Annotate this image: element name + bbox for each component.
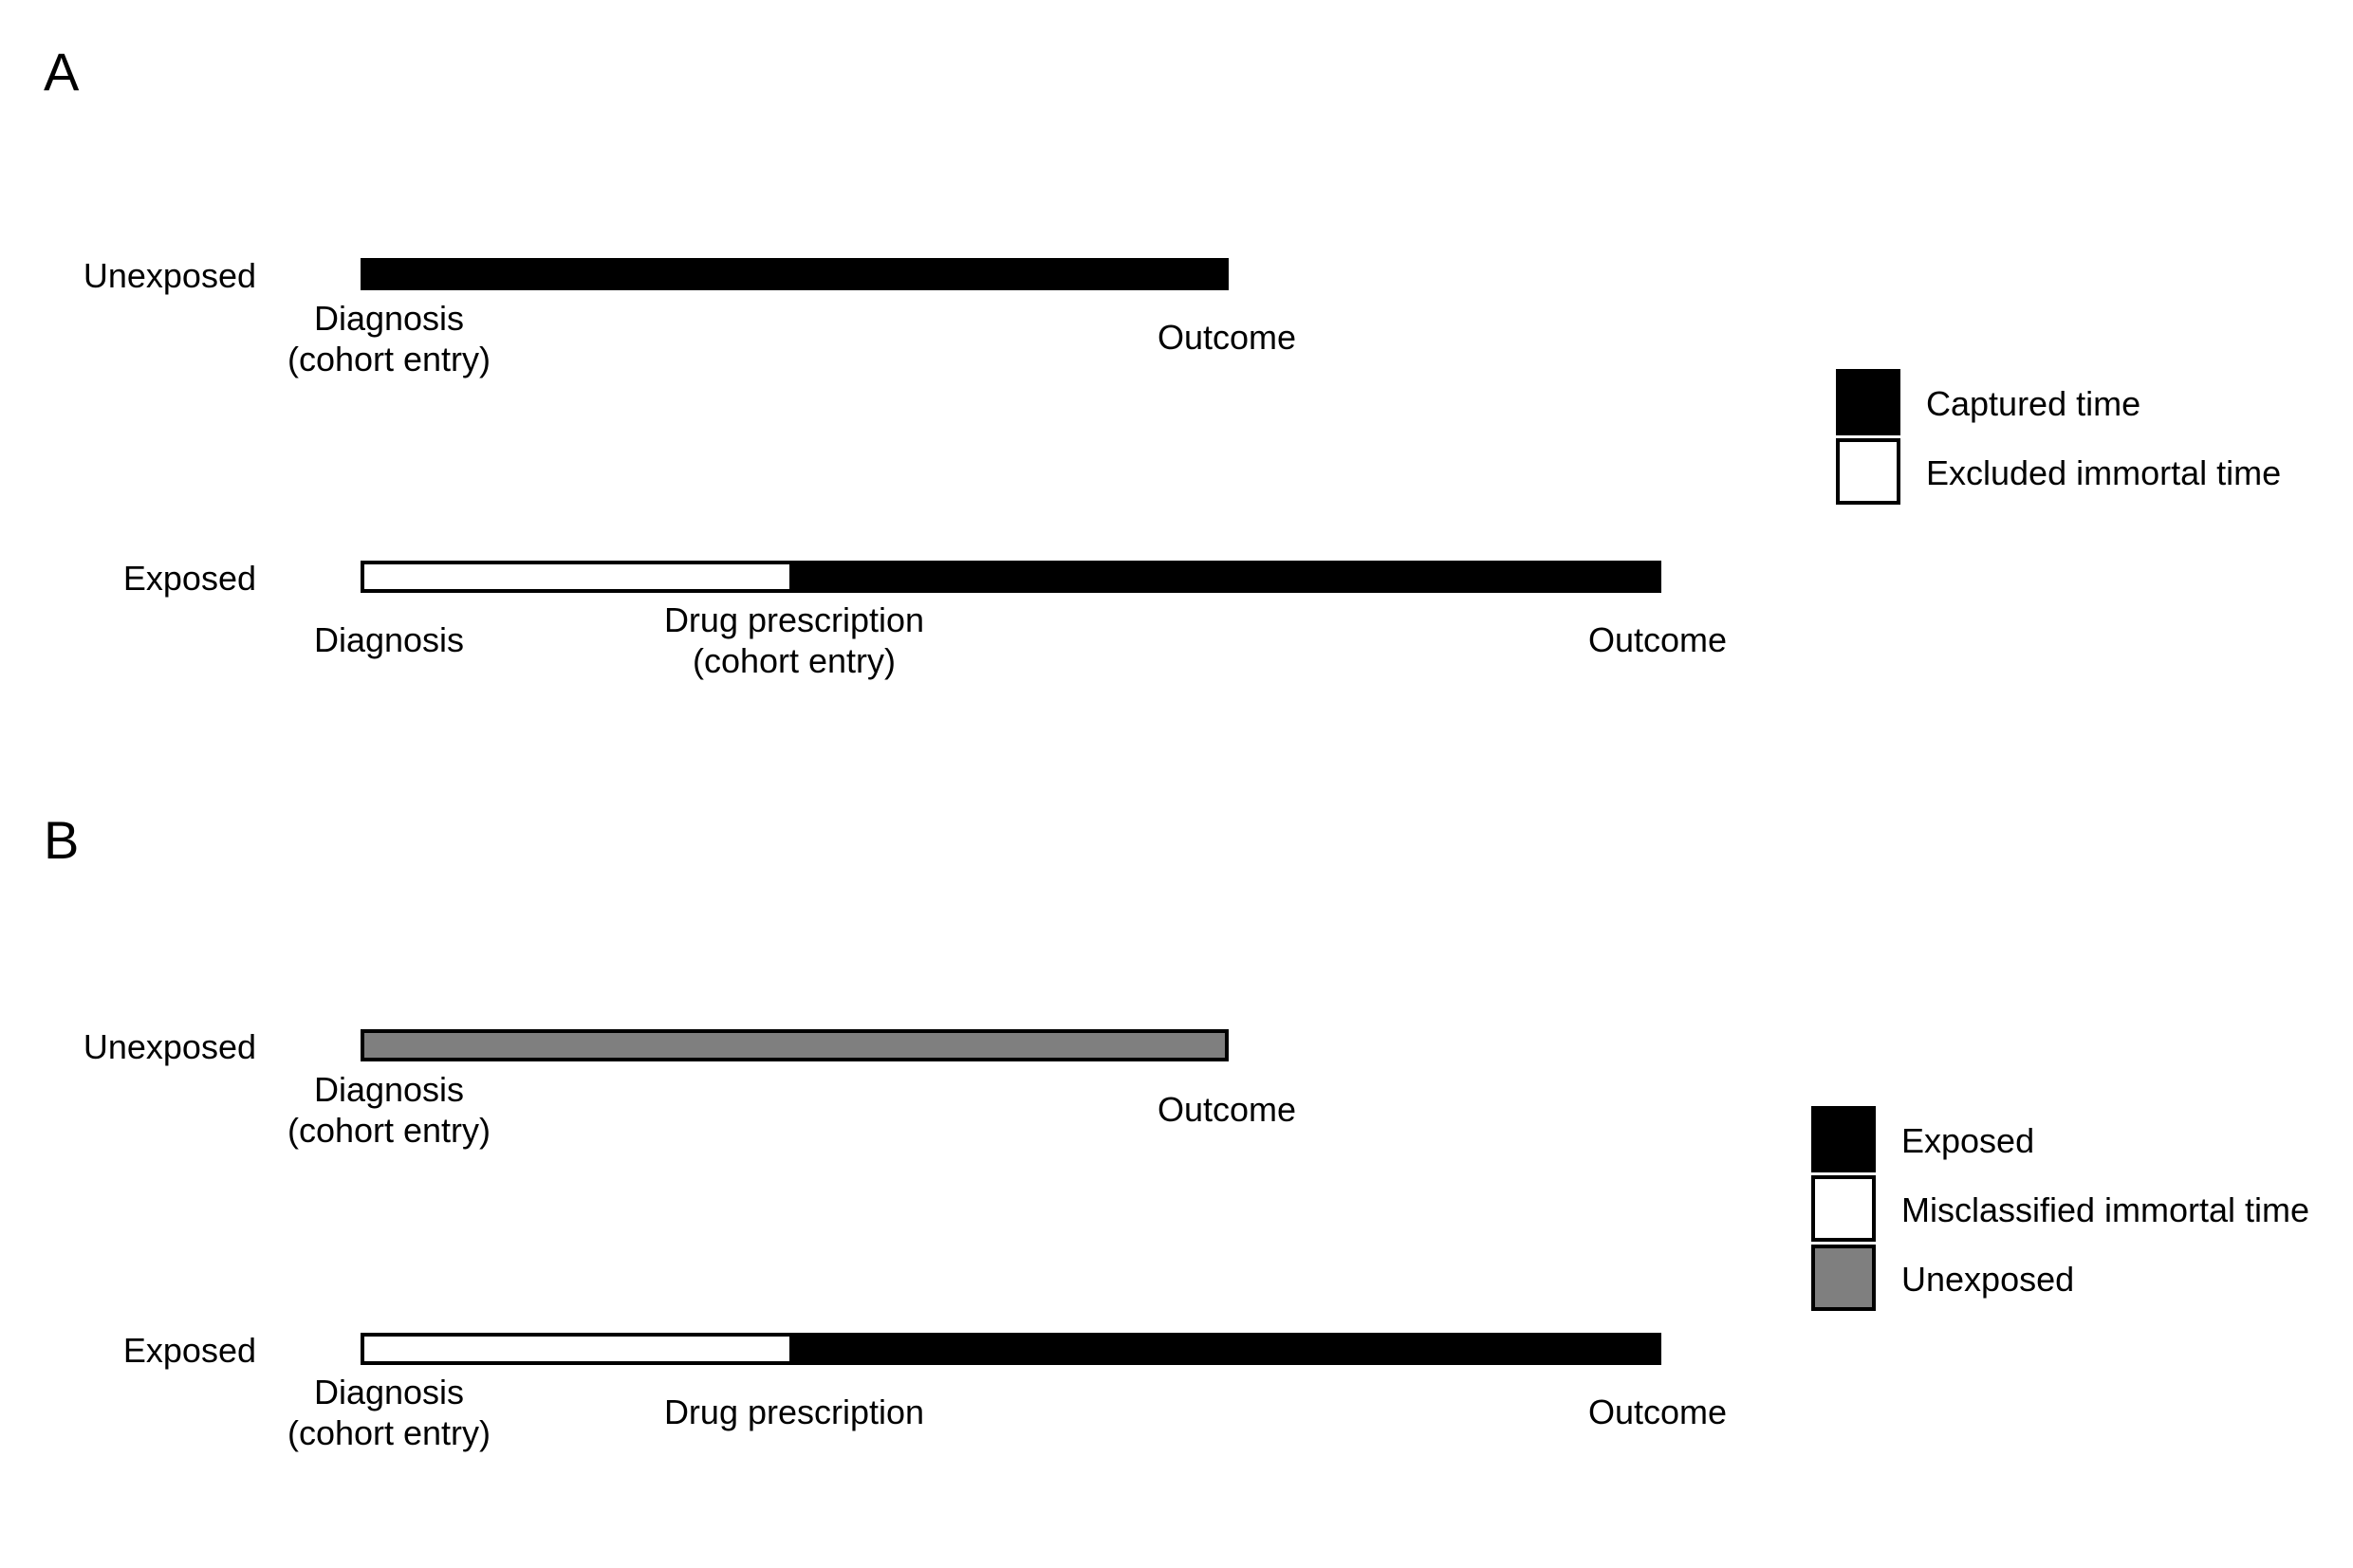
legend-swatch-exposed xyxy=(1811,1106,1876,1172)
panel-a-exposed-bar xyxy=(361,561,1661,593)
legend-swatch-unexposed xyxy=(1811,1245,1876,1311)
panel-b-exposed-bar xyxy=(361,1333,1661,1365)
panel-a-exposed-row-label: Exposed xyxy=(122,559,256,598)
panel-b-exposed-mid-label: Drug prescription xyxy=(663,1393,925,1431)
panel-a-unexposed-row-label: Unexposed xyxy=(83,256,256,295)
legend-label-excluded: Excluded immortal time xyxy=(1926,453,2282,492)
legend-swatch-captured xyxy=(1836,369,1900,435)
panel-b-exposed-end-label: Outcome xyxy=(1587,1393,1728,1431)
legend-swatch-excluded xyxy=(1836,438,1900,505)
panel-a-unexposed-start-label: Diagnosis (cohort entry) xyxy=(287,299,491,378)
panel-b-exposed-start-label: Diagnosis (cohort entry) xyxy=(287,1373,491,1452)
panel-a-unexposed-captured-segment xyxy=(361,258,1229,290)
panel-a-exposed-mid-label: Drug prescription (cohort entry) xyxy=(663,600,925,680)
panel-a-exposed-start-label: Diagnosis xyxy=(313,620,465,659)
legend-label-misclassified: Misclassified immortal time xyxy=(1901,1190,2310,1229)
panel-a-unexposed-bar xyxy=(361,258,1229,290)
panel-a-label: A xyxy=(44,42,80,101)
panel-b-exposed-misclassified-segment xyxy=(361,1333,793,1365)
legend-label-exposed: Exposed xyxy=(1901,1121,2035,1160)
panel-b-exposed-row-label: Exposed xyxy=(122,1331,256,1370)
panel-b-unexposed-end-label: Outcome xyxy=(1157,1090,1297,1129)
legend-label-unexposed: Unexposed xyxy=(1901,1260,2075,1299)
panel-b-unexposed-start-label: Diagnosis (cohort entry) xyxy=(287,1070,491,1150)
panel-a-exposed-immortal-segment xyxy=(361,561,793,593)
panel-a-exposed-end-label: Outcome xyxy=(1587,620,1728,659)
panel-b-label: B xyxy=(44,810,80,870)
legend-swatch-misclassified xyxy=(1811,1175,1876,1242)
panel-b-unexposed-segment xyxy=(361,1029,1229,1061)
panel-a-unexposed-end-label: Outcome xyxy=(1157,318,1297,357)
legend-label-captured: Captured time xyxy=(1926,384,2141,423)
panel-b-unexposed-bar xyxy=(361,1029,1229,1061)
panel-a-exposed-captured-segment xyxy=(793,561,1661,593)
panel-b-unexposed-row-label: Unexposed xyxy=(83,1027,256,1066)
panel-b-exposed-segment xyxy=(793,1333,1661,1365)
